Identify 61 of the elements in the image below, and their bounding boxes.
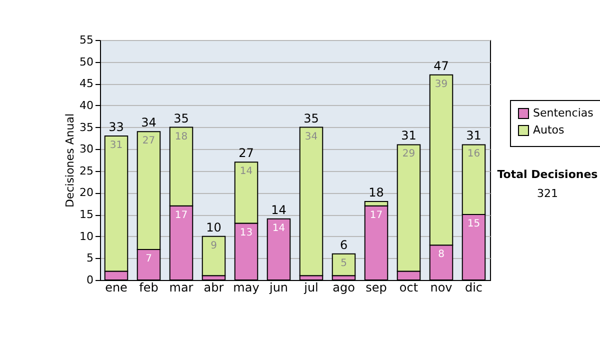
- data-label: 17: [174, 210, 188, 221]
- total-label: 34: [141, 116, 156, 130]
- data-label: 14: [240, 166, 253, 178]
- total-label: 47: [434, 58, 449, 73]
- y-tick-label: 10: [80, 230, 94, 243]
- total-label: 14: [271, 202, 286, 217]
- x-tick-label: jul: [303, 280, 318, 294]
- x-tick-label: ene: [105, 280, 128, 294]
- y-tick-label: 15: [80, 208, 94, 222]
- x-tick-label: dic: [464, 280, 483, 294]
- data-label: 31: [110, 140, 123, 151]
- x-tick-label: ago: [332, 280, 355, 294]
- data-label: 18: [174, 131, 188, 142]
- bar: [299, 126, 324, 276]
- x-tick-label: sep: [366, 280, 387, 294]
- data-label: 8: [438, 249, 444, 260]
- total-label: 10: [206, 220, 222, 234]
- total-label: 6: [340, 238, 348, 252]
- data-label: 16: [467, 148, 480, 160]
- total-label: 35: [174, 111, 189, 126]
- x-tick-label: may: [233, 280, 260, 294]
- total-label: 31: [401, 128, 416, 143]
- y-tick-label: 5: [86, 252, 94, 265]
- x-tick-label: feb: [139, 280, 158, 294]
- total-label: 35: [304, 111, 319, 126]
- total-label: 31: [466, 128, 482, 143]
- y-tick-label: 20: [80, 186, 94, 200]
- x-tick-label: mar: [169, 280, 194, 294]
- total-label: 18: [368, 185, 384, 200]
- x-tick-label: nov: [430, 280, 452, 294]
- y-tick-label: 45: [80, 77, 94, 90]
- data-label: 29: [402, 148, 416, 160]
- y-tick-label: 0: [86, 274, 94, 286]
- y-tick-label: 25: [80, 164, 94, 178]
- bar: [202, 236, 226, 276]
- y-tick-label: 55: [80, 34, 94, 46]
- y-tick-label: 50: [80, 55, 94, 68]
- x-tick-label: jun: [268, 280, 288, 294]
- data-label: 13: [240, 227, 253, 238]
- data-label: 17: [370, 210, 383, 221]
- data-label: 7: [146, 253, 152, 264]
- data-label: 15: [467, 218, 480, 230]
- text: 321: [536, 187, 559, 200]
- bar: [332, 253, 356, 276]
- y-axis-title: Decisiones Anual: [64, 113, 77, 208]
- x-tick-label: abr: [204, 280, 224, 294]
- legend-label: Autos: [533, 124, 565, 136]
- text: Total Decisiones: [496, 168, 599, 181]
- y-tick-label: 35: [80, 120, 94, 134]
- data-label: 34: [304, 131, 318, 142]
- data-label: 5: [340, 258, 347, 269]
- data-label: 9: [210, 240, 217, 252]
- legend-label: Sentencias: [533, 106, 594, 120]
- data-label: 39: [434, 78, 448, 90]
- x-tick-label: oct: [399, 280, 418, 294]
- y-tick-label: 40: [80, 98, 94, 112]
- data-label: 14: [272, 222, 286, 234]
- total-label: 27: [238, 146, 254, 160]
- data-label: 27: [142, 136, 156, 147]
- y-tick-label: 30: [80, 142, 94, 156]
- total-label: 33: [108, 120, 124, 134]
